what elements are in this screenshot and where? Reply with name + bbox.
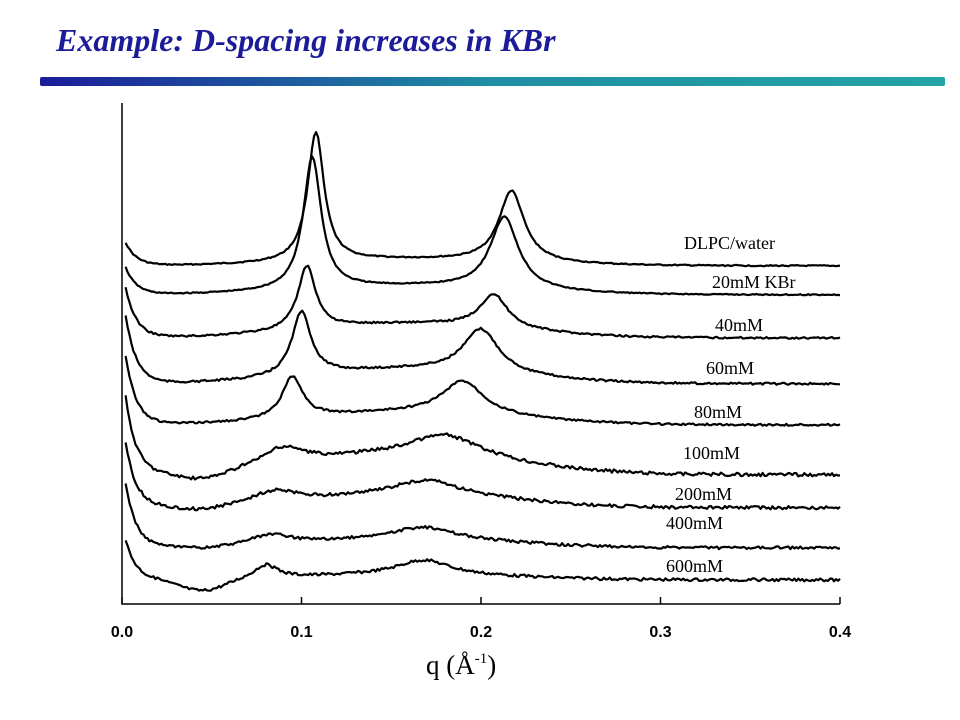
plot-frame [121, 103, 840, 605]
series-labels: DLPC/water 20mM KBr 40mM 60mM 80mM 100mM 200mM… [666, 233, 796, 576]
series-curves [124, 131, 841, 592]
series-label: DLPC/water [684, 233, 775, 253]
series-label: 600mM [666, 556, 723, 576]
x-axis-label-exponent: -1 [474, 651, 488, 667]
x-tick-label: 0.4 [829, 624, 851, 641]
series-line [124, 442, 841, 512]
series-label: 40mM [715, 315, 763, 335]
plot-axes [121, 103, 840, 605]
series-line [124, 395, 841, 481]
series-label: 200mM [675, 484, 732, 504]
series-label: 60mM [706, 358, 754, 378]
series-label: 20mM KBr [712, 272, 796, 292]
series-line [124, 264, 841, 340]
series-line [124, 131, 841, 268]
series-line [124, 355, 841, 427]
series-label: 400mM [666, 513, 723, 533]
x-tick-label: 0.1 [290, 624, 312, 641]
series-line [124, 155, 841, 297]
x-tick-label: 0.3 [649, 624, 671, 641]
series-label: 100mM [683, 443, 740, 463]
x-axis-label-base: q (Å [426, 650, 475, 680]
x-axis-label: q (Å-1) [426, 650, 496, 681]
x-tick-label: 0.2 [470, 624, 492, 641]
series-line [124, 540, 841, 592]
slide-title: Example: D-spacing increases in KBr [56, 22, 556, 58]
x-tick-label: 0.0 [111, 624, 133, 641]
series-line [124, 483, 841, 551]
x-axis-ticks: 0.0 0.1 0.2 0.3 0.4 [111, 597, 851, 641]
series-label: 80mM [694, 402, 742, 422]
x-axis-label-close: ) [487, 650, 497, 680]
series-line [124, 309, 841, 386]
title-rule [40, 77, 945, 86]
